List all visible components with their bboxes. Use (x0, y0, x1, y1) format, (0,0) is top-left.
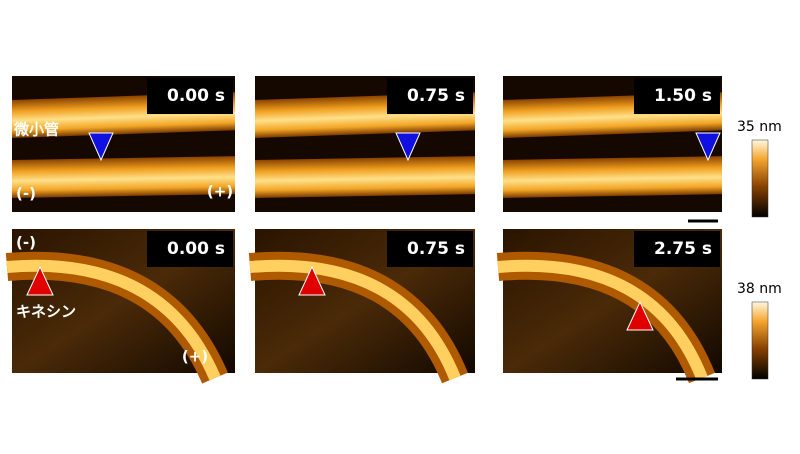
marker-triangle (298, 265, 326, 296)
microtubule (503, 156, 722, 198)
time-bg (387, 231, 473, 267)
image-panel: 1.50 s (503, 76, 722, 212)
microtubule (12, 156, 235, 198)
annotation: (-) (16, 185, 36, 203)
marker-triangle (88, 132, 114, 162)
microtubule (255, 156, 475, 198)
colorbar (751, 139, 769, 218)
time-label: 0.00 s (167, 86, 225, 106)
image-panel: 2.75 s (496, 229, 722, 384)
annotation: 微小管 (13, 121, 59, 139)
image-panel: 0.00 s 微小管 (-) (+) (12, 76, 235, 212)
annotation: (+) (207, 183, 233, 201)
image-panel: 0.75 s (248, 229, 475, 384)
marker-triangle (626, 300, 654, 331)
colorbar-label: 38 nm (737, 281, 782, 297)
image-panel: 0.00 s (-) キネシン (+) (5, 229, 235, 384)
annotation: キネシン (16, 303, 76, 321)
time-bg (147, 231, 233, 267)
marker-triangle (695, 132, 721, 162)
microtubule (249, 259, 461, 381)
microtubule (6, 259, 221, 381)
marker-triangle (395, 132, 421, 162)
colorbar (751, 301, 769, 380)
time-bg (387, 78, 473, 114)
annotation: (-) (16, 234, 36, 252)
time-label: 0.00 s (167, 239, 225, 259)
panels: 0.00 s 微小管 (-) (+) 0.75 s 1.50 s 35 nm 0.00 s (-… (5, 76, 782, 384)
time-label: 0.75 s (407, 86, 465, 106)
microtubule (497, 259, 708, 381)
image-panel: 0.75 s (255, 76, 475, 212)
time-label: 1.50 s (654, 86, 712, 106)
time-label: 2.75 s (654, 239, 712, 259)
time-label: 0.75 s (407, 239, 465, 259)
marker-triangle (26, 265, 54, 296)
time-bg (634, 78, 720, 114)
time-bg (634, 231, 720, 267)
colorbar-label: 35 nm (737, 119, 782, 135)
annotation: (+) (182, 348, 208, 366)
time-bg (147, 78, 233, 114)
